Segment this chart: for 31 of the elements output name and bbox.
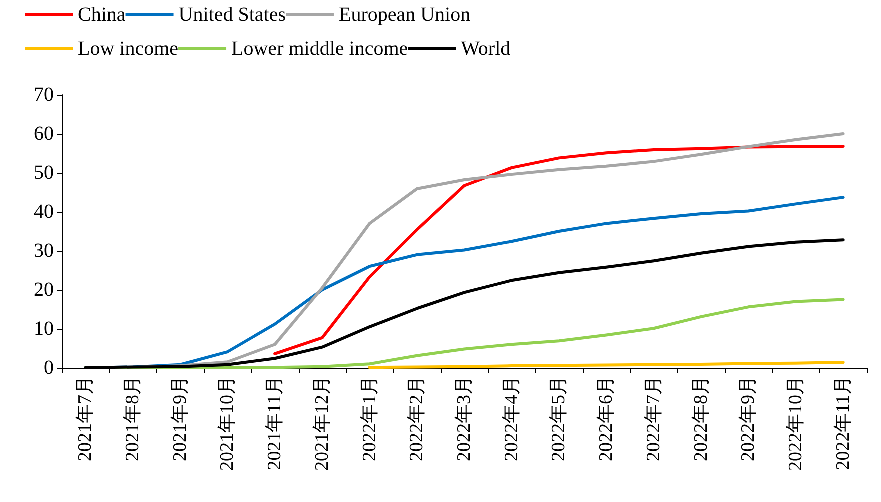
y-tick-label: 20 (34, 279, 54, 301)
y-tick-label: 40 (34, 201, 54, 223)
x-tick-label: 2021年9月 (170, 376, 191, 462)
x-tick-label: 2022年6月 (596, 376, 618, 462)
y-tick-label: 10 (34, 318, 54, 340)
x-tick-label: 2022年1月 (359, 376, 380, 462)
y-tick-label: 50 (34, 162, 54, 184)
legend-label: United States (178, 4, 286, 26)
x-tick-label: 2022年3月 (454, 376, 475, 462)
x-tick-label: 2022年2月 (406, 376, 428, 462)
x-tick-label: 2022年11月 (832, 376, 854, 470)
x-tick-label: 2021年7月 (75, 376, 96, 462)
x-tick-label: 2022年8月 (690, 376, 712, 462)
x-tick-label: 2021年8月 (122, 376, 144, 462)
legend-label: European Union (338, 4, 471, 26)
x-tick-label: 2022年10月 (785, 376, 806, 471)
x-tick-label: 2021年12月 (312, 376, 333, 471)
y-tick-label: 30 (34, 240, 54, 262)
x-tick-label: 2022年9月 (738, 376, 760, 462)
legend-label: World (461, 38, 511, 60)
x-tick-label: 2022年5月 (548, 376, 570, 462)
y-tick-label: 0 (44, 357, 54, 379)
y-tick-label: 60 (34, 123, 54, 145)
x-tick-label: 2022年7月 (643, 376, 664, 462)
legend-label: Low income (78, 38, 179, 60)
legend-label: Lower middle income (232, 38, 408, 60)
x-tick-label: 2022年4月 (501, 376, 522, 462)
x-tick-label: 2021年11月 (264, 376, 286, 470)
x-tick-label: 2021年10月 (217, 376, 238, 471)
legend-label: China (78, 4, 126, 26)
y-tick-label: 70 (34, 84, 54, 106)
